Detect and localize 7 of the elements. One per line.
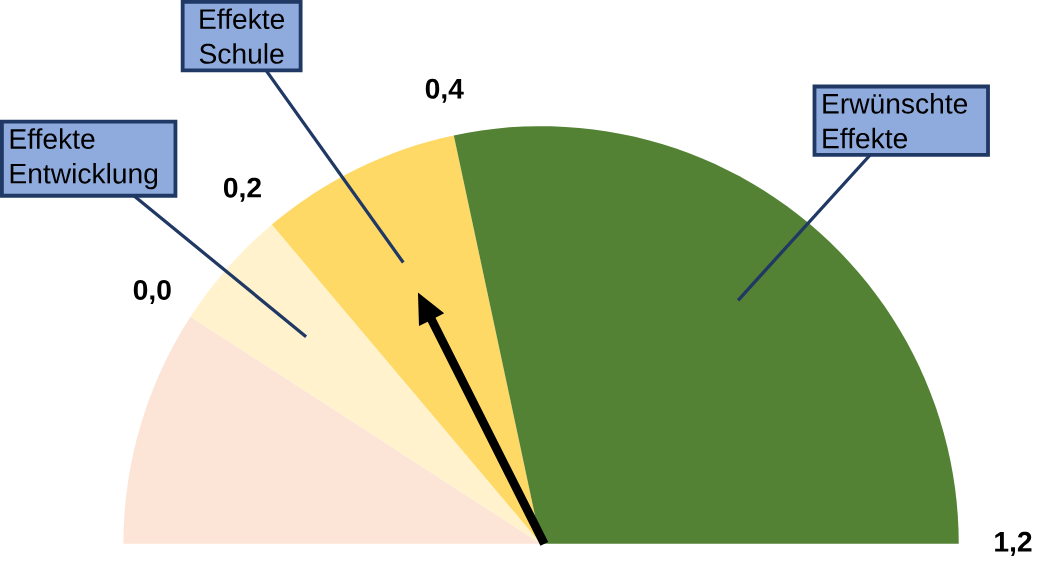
text: 0,0 bbox=[133, 279, 171, 304]
slice-label: Erwünschte Effekte bbox=[823, 92, 968, 149]
text: 1,2 bbox=[995, 531, 1032, 556]
slice-label: Effekte Entwicklung bbox=[10, 128, 158, 190]
text: 0,4 bbox=[425, 78, 464, 103]
text: 0,2 bbox=[223, 177, 261, 202]
slice-label: Effekte Schule bbox=[199, 8, 285, 64]
